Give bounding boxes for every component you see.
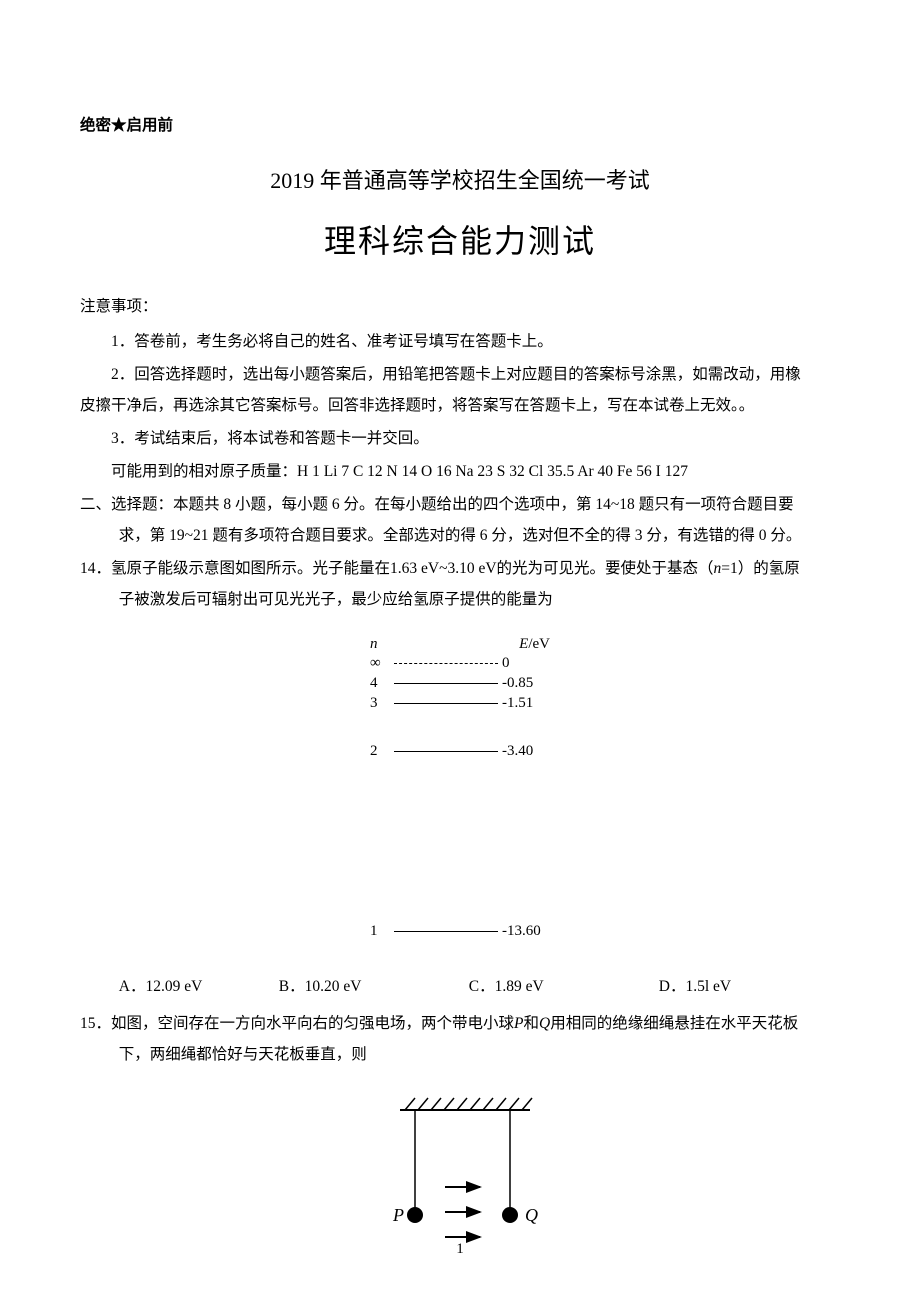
q14-option-c: C．1.89 eV xyxy=(469,971,659,1002)
level-1-n: 1 xyxy=(370,922,390,940)
level-2-e: -3.40 xyxy=(502,742,550,760)
confidential-label: 绝密★启用前 xyxy=(80,110,840,141)
q15-line1: 15．如图，空间存在一方向水平向右的匀强电场，两个带电小球P和Q用相同的绝缘细绳… xyxy=(80,1008,840,1039)
level-3-line xyxy=(394,703,498,704)
page-number: 1 xyxy=(0,1234,920,1264)
instruction-2b: 皮擦干净后，再选涂其它答案标号。回答非选择题时，将答案写在答题卡上，写在本试卷上… xyxy=(80,390,840,421)
e-axis-label: E/eVE/eV xyxy=(519,635,550,653)
section2-line2: 求，第 19~21 题有多项符合题目要求。全部选对的得 6 分，选对但不全的得 … xyxy=(80,520,840,551)
q14-line1-post: =1）的氢原 xyxy=(721,560,800,577)
instruction-1: 1．答卷前，考生务必将自己的姓名、准考证号填写在答题卡上。 xyxy=(80,326,840,357)
level-3-e: -1.51 xyxy=(502,694,550,712)
level-1-line xyxy=(394,931,498,932)
atomic-masses: 可能用到的相对原子质量：H 1 Li 7 C 12 N 14 O 16 Na 2… xyxy=(80,456,840,487)
level-3-n: 3 xyxy=(370,694,390,712)
instruction-3: 3．考试结束后，将本试卷和答题卡一并交回。 xyxy=(80,423,840,454)
level-4-e: -0.85 xyxy=(502,674,550,692)
instruction-2a: 2．回答选择题时，选出每小题答案后，用铅笔把答题卡上对应题目的答案标号涂黑，如需… xyxy=(80,359,840,390)
label-p: P xyxy=(392,1205,404,1225)
q14-line2: 子被激发后可辐射出可见光光子，最少应给氢原子提供的能量为 xyxy=(80,584,840,615)
level-1-e: -13.60 xyxy=(502,922,550,940)
level-2-n: 2 xyxy=(370,742,390,760)
n-axis-label: n xyxy=(370,635,378,653)
level-4-n: 4 xyxy=(370,674,390,692)
exam-title: 理科综合能力测试 xyxy=(80,209,840,273)
energy-level-diagram: n E/eVE/eV ∞ 0 4 -0.85 3 -1.51 2 -3.40 1 xyxy=(370,635,550,941)
section2-line1: 二、选择题：本题共 8 小题，每小题 6 分。在每小题给出的四个选项中，第 14… xyxy=(80,489,840,520)
q14-option-b: B．10.20 eV xyxy=(279,971,469,1002)
exam-subtitle: 2019 年普通高等学校招生全国统一考试 xyxy=(80,159,840,203)
q14-option-d: D．1.5l eV xyxy=(659,971,840,1002)
q15-line1-pre: 15．如图，空间存在一方向水平向右的匀强电场，两个带电小球 xyxy=(80,1015,514,1032)
level-4-line xyxy=(394,683,498,684)
q14-options: A．12.09 eV B．10.20 eV C．1.89 eV D．1.5l e… xyxy=(80,971,840,1002)
q14-line1-pre: 14．氢原子能级示意图如图所示。光子能量在1.63 eV~3.10 eV的光为可… xyxy=(80,560,714,577)
level-2-line xyxy=(394,751,498,752)
notice-label: 注意事项： xyxy=(80,291,840,322)
q14-option-a: A．12.09 eV xyxy=(119,971,279,1002)
label-q: Q xyxy=(525,1205,538,1225)
q15-q: Q xyxy=(539,1015,550,1032)
level-inf-line xyxy=(394,663,498,664)
electric-field-diagram: P Q xyxy=(360,1090,560,1245)
q15-line2: 下，两细绳都恰好与天花板垂直，则 xyxy=(80,1039,840,1070)
q15-line1-post: 用相同的绝缘细绳悬挂在水平天花板 xyxy=(550,1015,798,1032)
q14-line1: 14．氢原子能级示意图如图所示。光子能量在1.63 eV~3.10 eV的光为可… xyxy=(80,553,840,584)
q15-line1-mid: 和 xyxy=(523,1015,539,1032)
level-inf-e: 0 xyxy=(502,654,550,672)
level-inf-n: ∞ xyxy=(370,654,390,672)
